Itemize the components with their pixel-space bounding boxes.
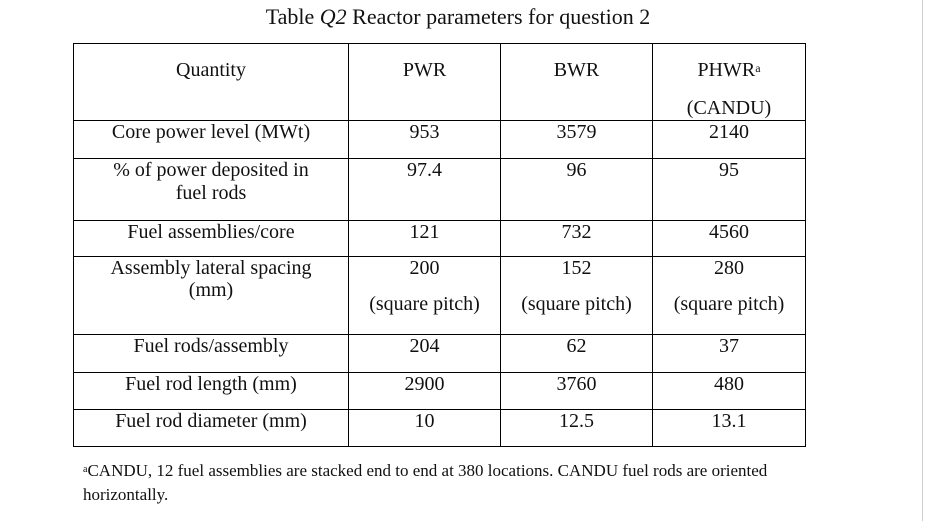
header-bwr: BWR [500,43,653,121]
header-row: Quantity PWR BWR PHWRa (CANDU) [73,43,806,121]
caption-label: Table [265,4,315,29]
row-label: Fuel rods/assembly [73,334,349,373]
table-footnote: aCANDU, 12 fuel assemblies are stacked e… [83,459,843,507]
caption-text: Reactor parameters for question 2 [352,4,651,29]
cell-bwr: 732 [500,220,653,257]
cell-pwr: 2900 [348,372,501,410]
cell-phwr: 480 [652,372,806,410]
cell-phwr: 280 (square pitch) [652,256,806,335]
table-row: Assembly lateral spacing (mm) 200 (square … [73,256,806,335]
row-label: Fuel rod diameter (mm) [73,409,349,447]
cell-value: 200 [409,257,440,279]
cell-bwr: 3579 [500,120,653,159]
caption-number: Q2 [319,4,347,29]
cell-pwr: 97.4 [348,158,501,221]
cell-phwr: 37 [652,334,806,373]
cell-phwr: 95 [652,158,806,221]
cell-phwr: 2140 [652,120,806,159]
table-caption: Table Q2 Reactor parameters for question… [0,3,916,31]
row-label-line2: (mm) [188,279,234,301]
row-label: Fuel rod length (mm) [73,372,349,410]
cell-bwr: 3760 [500,372,653,410]
row-label: Fuel assemblies/core [73,220,349,257]
cell-phwr: 4560 [652,220,806,257]
header-quantity: Quantity [73,43,349,121]
table-row: Fuel assemblies/core 121 732 4560 [73,220,806,257]
page-edge-rule [922,0,923,521]
cell-note: (square pitch) [673,293,785,315]
cell-bwr: 12.5 [500,409,653,447]
row-label: Core power level (MWt) [73,120,349,159]
cell-pwr: 10 [348,409,501,447]
cell-pwr: 204 [348,334,501,373]
footnote-marker: a [83,464,88,475]
cell-bwr: 152 (square pitch) [500,256,653,335]
cell-phwr: 13.1 [652,409,806,447]
header-phwr-sub: (CANDU) [686,97,772,119]
cell-note: (square pitch) [369,293,480,315]
cell-pwr: 121 [348,220,501,257]
cell-value: 280 [714,257,744,279]
reactor-parameters-table: Quantity PWR BWR PHWRa (CANDU) Core powe… [73,43,806,447]
cell-pwr: 953 [348,120,501,159]
header-phwr: PHWRa (CANDU) [652,43,806,121]
table-row: Fuel rod length (mm) 2900 3760 480 [73,372,806,410]
row-label: % of power deposited in fuel rods [73,158,349,221]
cell-pwr: 200 (square pitch) [348,256,501,335]
cell-note: (square pitch) [521,293,632,315]
row-label: Assembly lateral spacing (mm) [73,256,349,335]
row-label-line1: Assembly lateral spacing [110,257,312,279]
header-pwr: PWR [348,43,501,121]
table-row: % of power deposited in fuel rods 97.4 96… [73,158,806,221]
row-label-line1: % of power deposited in [113,159,309,181]
cell-bwr: 96 [500,158,653,221]
table-row: Core power level (MWt) 953 3579 2140 [73,120,806,159]
footnote-text: CANDU, 12 fuel assemblies are stacked en… [83,461,768,504]
table-row: Fuel rods/assembly 204 62 37 [73,334,806,373]
table-row: Fuel rod diameter (mm) 10 12.5 13.1 [73,409,806,447]
cell-bwr: 62 [500,334,653,373]
header-phwr-label: PHWR [697,59,756,81]
row-label-line2: fuel rods [175,182,247,204]
cell-value: 152 [561,257,592,279]
header-phwr-footnote-marker: a [755,61,761,75]
